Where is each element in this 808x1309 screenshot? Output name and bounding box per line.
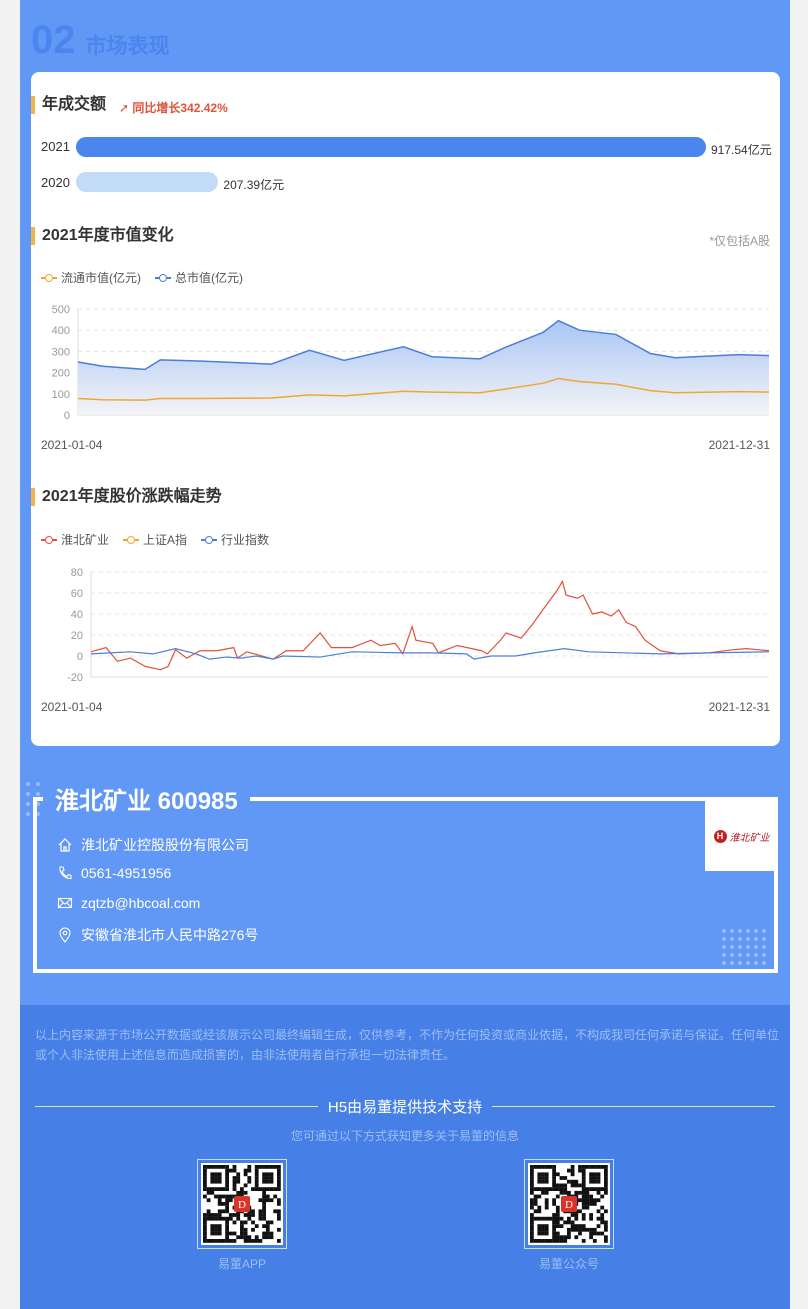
arrow-up-icon: ➚: [119, 101, 130, 115]
disclaimer: 以上内容来源于市场公开数据或经该展示公司最终编辑生成，仅供参考，不作为任何投资或…: [35, 1028, 780, 1062]
legend-item[interactable]: 上证A指: [123, 531, 187, 548]
price-legend: 淮北矿业 上证A指 行业指数: [41, 531, 269, 548]
home-icon: [58, 838, 72, 852]
turnover-title: 年成交额: [31, 96, 106, 114]
y-tick-label: 40: [71, 609, 83, 621]
company-fullname-row: 淮北矿业控股股份有限公司: [57, 835, 249, 855]
main-column: 02 市场表现 年成交额 ➚ 同比增长342.42% 2021 917.54亿元…: [20, 0, 790, 1309]
growth-badge: ➚ 同比增长342.42%: [119, 99, 228, 116]
company-card: 淮北矿业 600985 H 淮北矿业 淮北矿业控股股份有限公司 0561-495…: [33, 781, 778, 973]
legend-label: 行业指数: [221, 533, 270, 547]
phone-icon: [59, 866, 72, 880]
x-start-label: 2021-01-04: [41, 438, 103, 452]
note: *仅包括A股: [709, 234, 770, 248]
company-email-row: zqtzb@hbcoal.com: [57, 895, 200, 911]
turnover-value: 917.54亿元: [711, 143, 772, 157]
y-tick-label: 400: [52, 325, 70, 337]
y-tick-label: 100: [52, 389, 70, 401]
x-end-label: 2021-12-31: [708, 700, 770, 714]
series-line: [77, 319, 770, 371]
market-card: 年成交额 ➚ 同比增长342.42% 2021 917.54亿元 2020 20…: [31, 72, 780, 746]
legend-label: 淮北矿业: [61, 533, 110, 547]
area-总市值(亿元): [78, 320, 769, 415]
company-address: 安徽省淮北市人民中路276号: [81, 927, 259, 943]
turnover-bar-2021: [76, 137, 706, 157]
legend-item[interactable]: 淮北矿业: [41, 531, 109, 548]
growth-text: 同比增长342.42%: [132, 101, 228, 115]
year-label: 2020: [41, 175, 70, 190]
svg-text:D: D: [238, 1199, 246, 1211]
decor-dots: [722, 929, 766, 965]
support-text: H5由易董提供技术支持: [327, 1099, 483, 1116]
market-cap-title: 2021年度市值变化: [31, 227, 174, 245]
series-line: [90, 579, 770, 671]
legend-item[interactable]: 流通市值(亿元): [41, 269, 141, 286]
x-start-label: 2021-01-04: [41, 700, 103, 714]
qr-label: 易董APP: [217, 1257, 266, 1271]
turnover-value: 207.39亿元: [223, 178, 285, 192]
more-info-text: 您可通过以下方式获知更多关于易董的信息: [290, 1129, 519, 1143]
svg-text:D: D: [565, 1199, 573, 1211]
legend-item[interactable]: 总市值(亿元): [155, 269, 243, 286]
legend-item[interactable]: 行业指数: [201, 531, 269, 548]
qr-code-icon: D: [528, 1163, 610, 1245]
y-tick-label: 0: [77, 651, 83, 663]
company-phone-row: 0561-4951956: [57, 865, 171, 881]
legend-label: 流通市值(亿元): [61, 271, 141, 285]
y-tick-label: 500: [52, 304, 70, 316]
y-tick-label: 300: [52, 346, 70, 358]
x-end-label: 2021-12-31: [708, 438, 770, 452]
y-tick-label: 200: [52, 368, 70, 380]
y-tick-label: 60: [71, 588, 83, 600]
y-tick-label: 80: [71, 567, 83, 579]
company-logo: H 淮北矿业: [705, 801, 778, 871]
legend-marker-icon: [41, 535, 57, 544]
location-icon: [59, 927, 71, 943]
y-tick-label: -20: [67, 672, 83, 684]
qr-app[interactable]: D 易董APP: [197, 1159, 287, 1272]
mail-icon: [57, 897, 73, 909]
company-address-row: 安徽省淮北市人民中路276号: [57, 925, 258, 945]
company-email[interactable]: zqtzb@hbcoal.com: [81, 895, 201, 911]
qr-wechat[interactable]: D 易董公众号: [524, 1159, 614, 1272]
qr-code-icon: D: [201, 1163, 283, 1245]
qr-label: 易董公众号: [538, 1257, 599, 1271]
y-tick-label: 0: [64, 410, 70, 422]
company-fullname: 淮北矿业控股股份有限公司: [81, 837, 249, 853]
footer: 以上内容来源于市场公开数据或经该展示公司最终编辑生成，仅供参考，不作为任何投资或…: [20, 1005, 790, 1309]
legend-label: 上证A指: [143, 533, 188, 547]
section-header: 02 市场表现: [31, 18, 170, 63]
legend-marker-icon: [123, 535, 140, 544]
market-cap-legend: 流通市值(亿元) 总市值(亿元): [41, 269, 243, 286]
y-tick-label: 20: [71, 630, 83, 642]
legend-marker-icon: [41, 273, 57, 282]
turnover-bar-2020: [76, 172, 219, 192]
price-trend-chart: -20 0 20 40 60 80: [67, 567, 770, 684]
section-number: 02: [31, 18, 76, 62]
company-name: 淮北矿业 600985: [43, 781, 250, 816]
market-cap-chart: 0 100 200 300 400 500: [52, 304, 770, 422]
legend-marker-icon: [155, 273, 171, 282]
section-title: 市场表现: [85, 35, 170, 58]
legend-label: 总市值(亿元): [175, 271, 243, 285]
series-line: [77, 377, 770, 401]
series-line: [90, 648, 770, 660]
price-trend-title: 2021年度股价涨跌幅走势: [31, 488, 222, 506]
company-phone[interactable]: 0561-4951956: [81, 865, 172, 881]
year-label: 2021: [41, 139, 70, 154]
legend-marker-icon: [201, 535, 218, 544]
support-divider: H5由易董提供技术支持: [35, 1096, 775, 1117]
